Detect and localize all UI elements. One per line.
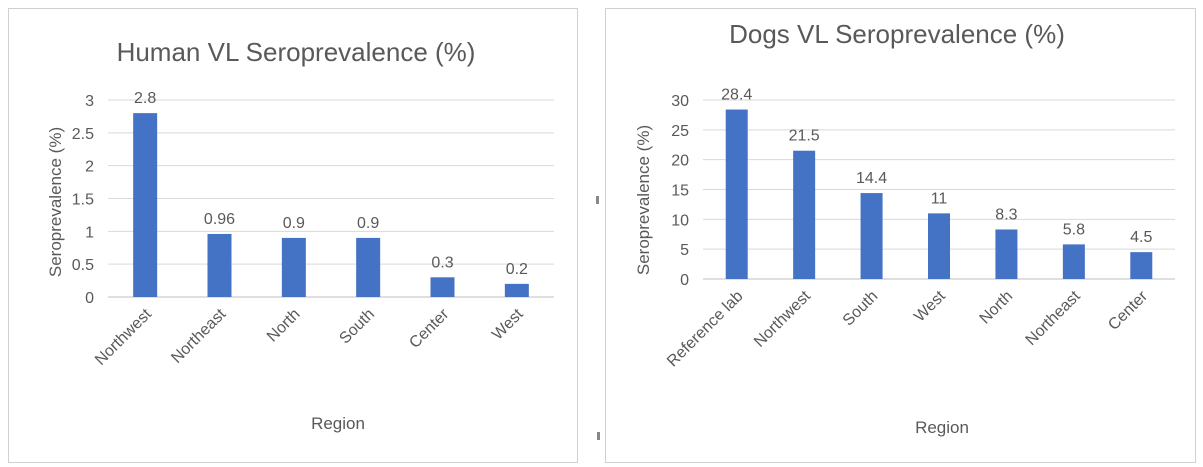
stray-mark — [597, 432, 600, 440]
chart-title: Human VL Seroprevalence (%) — [117, 37, 476, 67]
human-chart-panel: Human VL Seroprevalence (%) 0 0.5 1 1.5 2 2.5… — [8, 8, 578, 463]
dogs-chart-panel: Dogs VL Seroprevalence (%) 0 5 10 15 20 25 30 … — [605, 8, 1196, 463]
bar — [995, 229, 1018, 279]
x-axis-title: Region — [311, 414, 365, 433]
y-tick-label: 20 — [671, 153, 689, 170]
bar — [430, 277, 455, 297]
x-tick-label: South — [336, 306, 378, 348]
data-label: 0.2 — [506, 261, 528, 278]
data-label: 2.8 — [134, 90, 156, 107]
x-tick-label: West — [911, 287, 949, 325]
bar — [928, 213, 950, 279]
x-tick-label: Center — [406, 305, 452, 351]
data-label: 11 — [931, 190, 948, 207]
chart-title: Dogs VL Seroprevalence (%) — [729, 19, 1065, 49]
y-tick-label: 0.5 — [72, 257, 94, 274]
bar — [356, 237, 381, 297]
stray-mark — [596, 196, 599, 204]
y-tick-label: 5 — [680, 242, 689, 259]
data-label: 21.5 — [789, 128, 820, 145]
y-tick-label: 2 — [85, 159, 94, 176]
bar — [1130, 252, 1153, 279]
y-axis-title: Seroprevalence (%) — [46, 127, 65, 277]
data-label: 4.5 — [1130, 229, 1152, 246]
bar — [860, 193, 883, 279]
x-tick-label: Northwest — [751, 287, 814, 350]
data-label: 14.4 — [856, 170, 887, 187]
x-tick-label: Center — [1105, 287, 1151, 333]
x-tick-label: Northeast — [168, 305, 229, 366]
x-tick-label: West — [489, 305, 527, 343]
data-label: 28.4 — [721, 87, 752, 104]
dogs-chart: Dogs VL Seroprevalence (%) 051015202530 … — [634, 19, 1175, 437]
bar — [1062, 244, 1085, 279]
y-tick-label: 3 — [85, 93, 94, 110]
x-tick-label: North — [977, 288, 1017, 328]
bar — [793, 150, 816, 279]
data-label: 0.9 — [283, 215, 305, 232]
y-tick-label: 10 — [671, 212, 689, 229]
bar — [281, 237, 306, 297]
x-axis-title: Region — [915, 418, 969, 437]
y-tick-label: 0 — [680, 272, 689, 289]
data-label: 5.8 — [1063, 221, 1085, 238]
y-axis-title: Seroprevalence (%) — [634, 125, 653, 275]
human-chart: Human VL Seroprevalence (%) 0 0.5 1 1.5 2 2.5… — [46, 37, 554, 433]
x-tick-label: Reference lab — [664, 288, 747, 371]
data-label: 0.3 — [431, 254, 453, 271]
y-tick-label: 2.5 — [72, 126, 94, 143]
bar — [504, 283, 529, 297]
bar — [207, 233, 232, 297]
y-tick-label: 25 — [671, 123, 689, 140]
y-tick-label: 1.5 — [72, 192, 94, 209]
data-label: 8.3 — [995, 206, 1017, 223]
x-tick-label: South — [840, 288, 882, 330]
y-tick-label: 1 — [85, 224, 94, 241]
y-tick-label: 30 — [671, 93, 689, 110]
y-tick-label: 0 — [85, 290, 94, 307]
x-tick-label: Northwest — [92, 305, 155, 368]
x-tick-label: Northeast — [1023, 287, 1084, 348]
data-label: 0.96 — [204, 211, 235, 228]
bar — [725, 109, 748, 280]
bar — [133, 113, 158, 297]
x-tick-label: North — [264, 306, 304, 346]
data-label: 0.9 — [357, 215, 379, 232]
y-tick-label: 15 — [671, 183, 689, 200]
